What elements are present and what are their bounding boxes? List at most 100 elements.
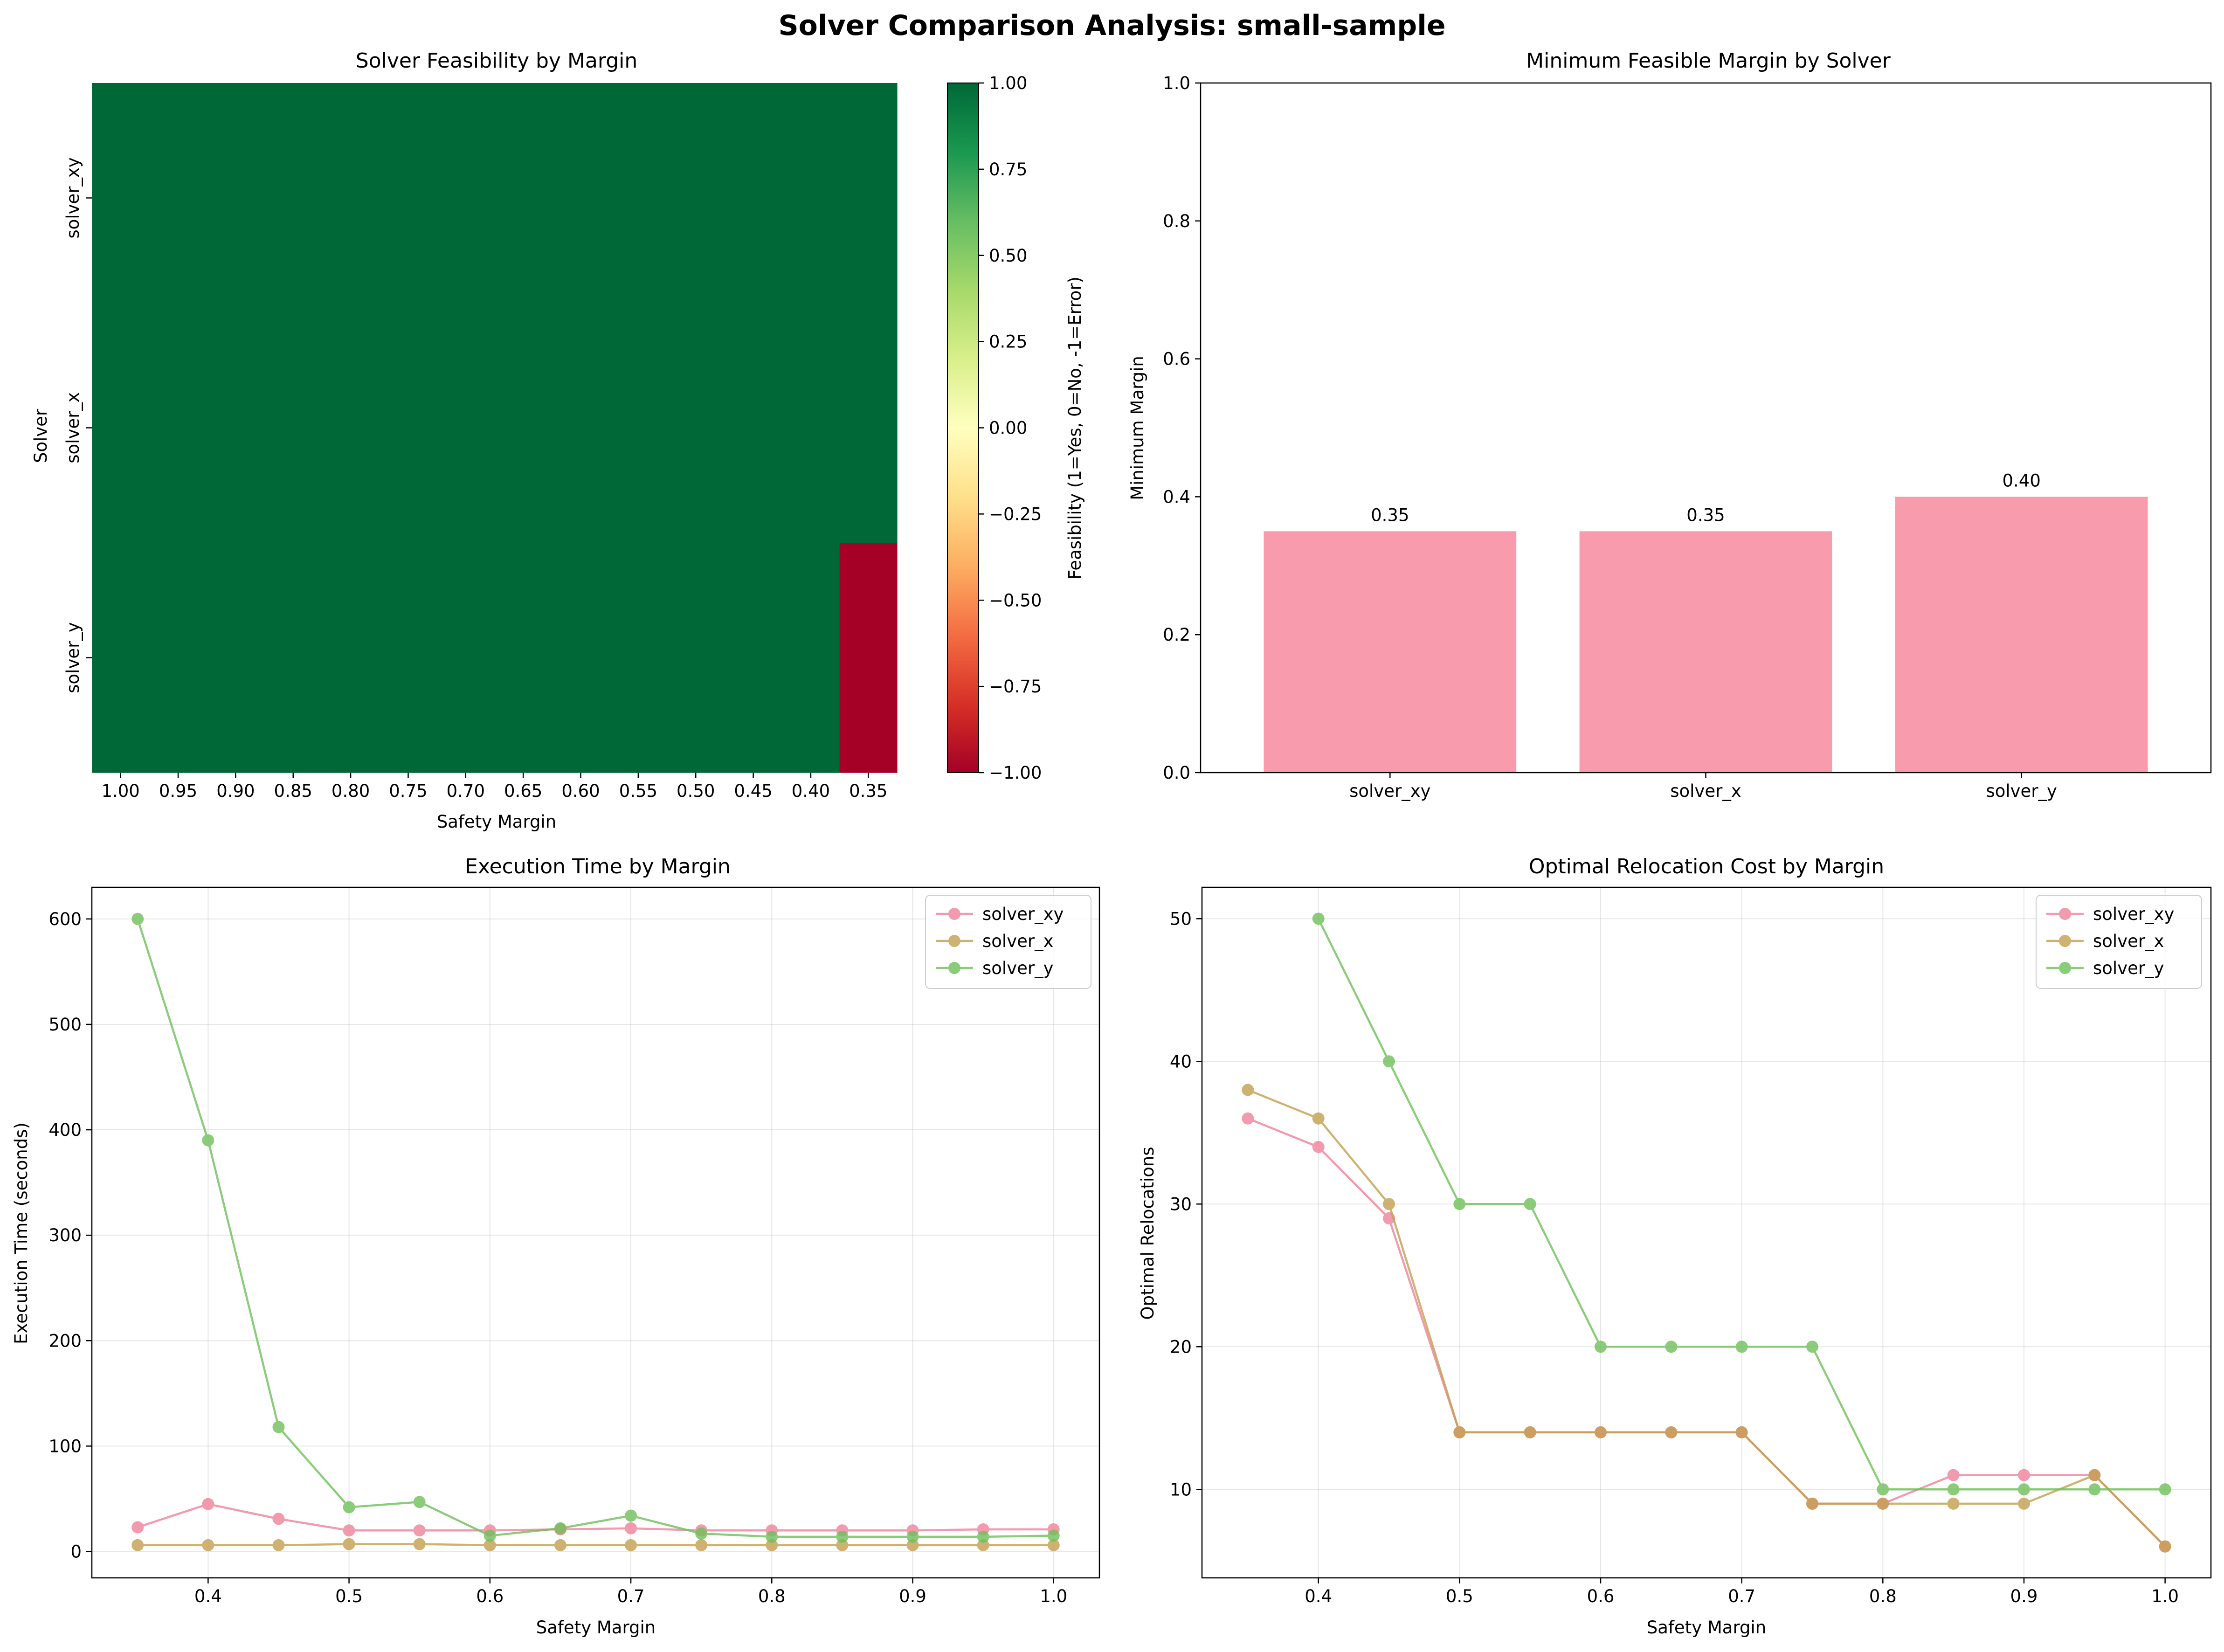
series-line <box>1247 1117 2166 1548</box>
x-tick-label: 0.8 <box>1869 1586 1897 1606</box>
heatmap-cell <box>207 83 265 313</box>
series-line <box>138 1543 1054 1547</box>
data-point <box>1735 1426 1748 1438</box>
data-point <box>202 1134 214 1147</box>
heatmap-cell <box>782 313 840 543</box>
data-point <box>625 1509 637 1522</box>
relocation-x-axis-label: Safety Margin <box>1647 1617 1767 1638</box>
bar <box>1895 497 2148 773</box>
heatmap-x-tick-label: 0.85 <box>274 781 312 801</box>
data-point <box>2088 1483 2101 1496</box>
x-tick-label: 0.6 <box>1587 1586 1615 1606</box>
data-point <box>343 1501 355 1514</box>
heatmap-x-tick-label: 0.90 <box>216 781 255 801</box>
colorbar-tick-label: 1.00 <box>989 73 1027 93</box>
heatmap-x-axis-label: Safety Margin <box>437 812 557 832</box>
colorbar-tick-label: −0.25 <box>989 504 1042 524</box>
x-tick-label: 0.5 <box>335 1586 363 1606</box>
x-tick-label: 0.4 <box>1305 1586 1332 1606</box>
y-tick-label: 10 <box>1170 1479 1192 1500</box>
series-solver_y <box>131 912 1060 1543</box>
bar-y-tick-label: 0.2 <box>1163 625 1190 645</box>
heatmap-cell <box>264 313 323 543</box>
heatmap-cell <box>667 313 725 543</box>
legend-marker <box>948 935 960 947</box>
colorbar-ticks: 1.00 0.75 0.50 0.25 0.00 −0.25 −0.50 −0.75 −1.00 <box>979 73 1042 783</box>
legend-label: solver_xy <box>2093 904 2174 924</box>
data-point <box>1947 1483 1960 1496</box>
heatmap-cell <box>839 313 898 543</box>
x-tick-label: 0.8 <box>758 1586 786 1606</box>
legend-marker <box>2059 935 2071 947</box>
heatmap-y-tick-label: solver_x <box>63 392 83 463</box>
heatmap-y-tick-label: solver_xy <box>63 157 83 238</box>
y-tick-label: 400 <box>48 1120 82 1140</box>
data-point <box>906 1539 919 1551</box>
data-point <box>1453 1198 1466 1210</box>
data-point <box>131 912 144 925</box>
data-point <box>2017 1483 2030 1496</box>
colorbar-tick-label: 0.25 <box>989 332 1027 352</box>
relocation-x-ticks: 0.4 0.5 0.6 0.7 0.8 0.9 1.0 <box>1305 1578 2179 1606</box>
x-tick-label: 0.9 <box>899 1586 926 1606</box>
heatmap-x-ticks: 1.00 0.95 0.90 0.85 0.80 0.75 0.70 0.65 0.60 0.55… <box>101 773 888 801</box>
data-point <box>1806 1341 1818 1353</box>
legend-entry <box>2046 908 2084 920</box>
heatmap-cell <box>437 313 495 543</box>
heatmap-cell <box>149 83 207 313</box>
figure-title: Solver Comparison Analysis: small-sample <box>778 9 1445 42</box>
heatmap-cell <box>552 543 610 773</box>
heatmap-cell <box>207 313 265 543</box>
data-point <box>1947 1497 1960 1510</box>
heatmap-x-tick-label: 0.75 <box>389 781 427 801</box>
heatmap-cell <box>379 83 437 313</box>
data-point <box>272 1421 285 1433</box>
data-point <box>1877 1483 1889 1496</box>
y-tick-label: 30 <box>1170 1194 1192 1214</box>
legend-entry <box>2046 935 2084 947</box>
legend-marker <box>2059 908 2071 920</box>
relocation-axes-frame <box>1201 886 2212 1579</box>
data-point <box>2088 1469 2101 1481</box>
legend-box <box>2036 895 2202 989</box>
data-point <box>343 1538 355 1550</box>
exec-time-grid <box>92 887 1099 1578</box>
colorbar-label: Feasibility (1=Yes, 0=No, -1=Error) <box>1065 276 1085 580</box>
data-point <box>2159 1483 2171 1496</box>
bar-y-tick-label: 0.4 <box>1163 487 1190 507</box>
exec-time-y-axis-label: Execution Time (seconds) <box>11 1122 31 1344</box>
heatmap-cell <box>92 83 150 313</box>
series-solver_xy <box>131 1498 1060 1537</box>
relocation-legend: solver_xy solver_x solver_y <box>2036 895 2202 989</box>
legend-label: solver_x <box>2093 931 2164 951</box>
heatmap-cell <box>322 83 380 313</box>
colorbar <box>947 83 979 773</box>
heatmap-x-tick-label: 0.60 <box>561 781 600 801</box>
x-tick-label: 0.4 <box>194 1586 222 1606</box>
heatmap-x-tick-label: 0.35 <box>849 781 887 801</box>
data-point <box>413 1524 426 1537</box>
heatmap-cell <box>92 543 150 773</box>
heatmap-x-tick-label: 0.45 <box>734 781 772 801</box>
data-point <box>766 1539 778 1551</box>
data-point <box>483 1539 496 1551</box>
y-tick-label: 600 <box>48 909 82 929</box>
data-point <box>272 1539 285 1551</box>
data-point <box>1665 1341 1678 1353</box>
legend-entry <box>936 935 973 947</box>
data-point <box>131 1521 144 1534</box>
heatmap-cell <box>552 313 610 543</box>
data-point <box>413 1538 426 1550</box>
heatmap-x-tick-label: 0.95 <box>159 781 197 801</box>
heatmap-cell <box>609 83 668 313</box>
heatmap-x-tick-label: 1.00 <box>101 781 139 801</box>
heatmap-cell <box>494 83 553 313</box>
data-point <box>836 1539 849 1551</box>
data-point <box>1524 1198 1536 1210</box>
y-tick-label: 0 <box>70 1541 82 1562</box>
heatmap-cells <box>92 83 898 773</box>
heatmap-cell <box>724 313 782 543</box>
series-line <box>137 919 1054 1538</box>
exec-time-title: Execution Time by Margin <box>465 855 731 878</box>
